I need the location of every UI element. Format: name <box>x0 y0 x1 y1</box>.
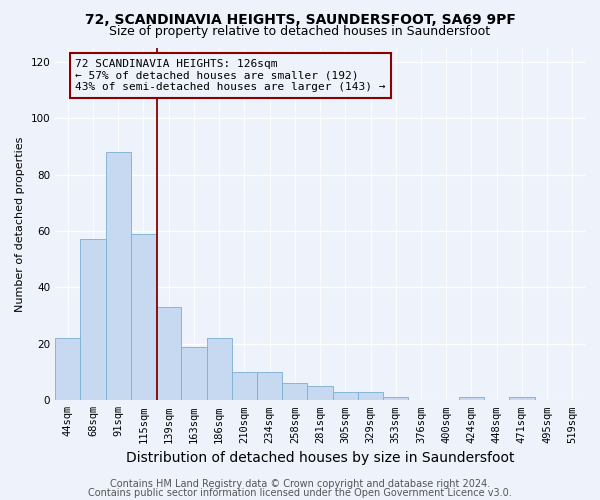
Text: 72, SCANDINAVIA HEIGHTS, SAUNDERSFOOT, SA69 9PF: 72, SCANDINAVIA HEIGHTS, SAUNDERSFOOT, S… <box>85 12 515 26</box>
Bar <box>206 338 232 400</box>
Text: 72 SCANDINAVIA HEIGHTS: 126sqm
← 57% of detached houses are smaller (192)
43% of: 72 SCANDINAVIA HEIGHTS: 126sqm ← 57% of … <box>76 59 386 92</box>
Bar <box>383 398 409 400</box>
Bar <box>332 392 358 400</box>
Bar <box>307 386 332 400</box>
X-axis label: Distribution of detached houses by size in Saundersfoot: Distribution of detached houses by size … <box>126 451 514 465</box>
Bar <box>358 392 383 400</box>
Y-axis label: Number of detached properties: Number of detached properties <box>15 136 25 312</box>
Bar <box>181 346 206 401</box>
Bar <box>80 240 106 400</box>
Bar <box>156 307 181 400</box>
Bar <box>282 384 307 400</box>
Bar <box>257 372 282 400</box>
Text: Size of property relative to detached houses in Saundersfoot: Size of property relative to detached ho… <box>109 25 491 38</box>
Text: Contains HM Land Registry data © Crown copyright and database right 2024.: Contains HM Land Registry data © Crown c… <box>110 479 490 489</box>
Bar <box>106 152 131 400</box>
Bar <box>55 338 80 400</box>
Bar <box>509 398 535 400</box>
Text: Contains public sector information licensed under the Open Government Licence v3: Contains public sector information licen… <box>88 488 512 498</box>
Bar <box>232 372 257 400</box>
Bar <box>131 234 156 400</box>
Bar <box>459 398 484 400</box>
